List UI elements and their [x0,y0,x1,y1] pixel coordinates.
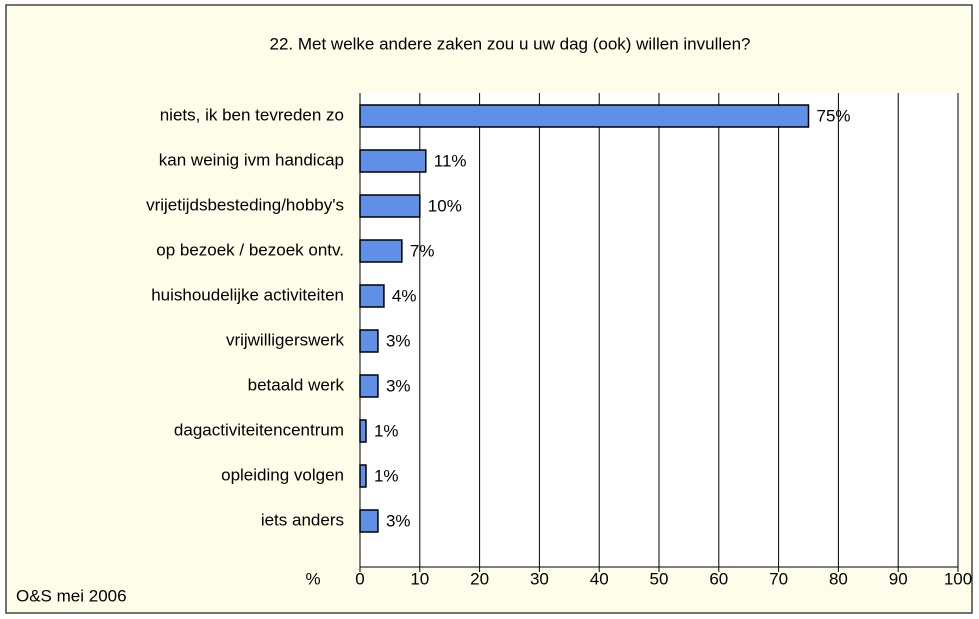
x-tick-label: 30 [530,569,549,588]
y-tick-label: vrijwilligerswerk [226,330,345,349]
y-tick-label: op bezoek / bezoek ontv. [156,240,344,259]
y-tick-label: huishoudelijke activiteiten [151,285,344,304]
chart-title: 22. Met welke andere zaken zou u uw dag … [270,34,751,53]
data-label: 75% [817,106,851,125]
y-tick-label: niets, ik ben tevreden zo [160,105,344,124]
y-tick-label: vrijetijdsbesteding/hobby's [146,195,344,214]
data-label: 1% [374,421,399,440]
data-label: 4% [392,286,417,305]
x-tick-label: 70 [769,569,788,588]
y-tick-label: kan weinig ivm handicap [159,150,344,169]
source-note: O&S mei 2006 [16,586,127,605]
data-label: 10% [428,196,462,215]
bar [359,239,403,263]
data-label: 3% [386,331,411,350]
x-tick-label: 20 [470,569,489,588]
bar [359,104,810,128]
x-tick-label: 40 [590,569,609,588]
x-tick-label: 50 [650,569,669,588]
x-tick-label: 10 [410,569,429,588]
bar [359,284,385,308]
x-tick-label: 90 [889,569,908,588]
y-tick-label: dagactiviteitencentrum [174,420,344,439]
data-label: 7% [410,241,435,260]
x-tick-label: 0 [355,569,364,588]
y-tick-label: opleiding volgen [221,465,344,484]
bar [359,509,379,533]
bar [359,149,427,173]
y-tick-label: iets anders [261,510,344,529]
data-label: 11% [434,151,467,170]
bar [359,464,367,488]
x-tick-label: 60 [709,569,728,588]
bar [359,419,367,443]
y-tick-label: betaald werk [248,375,345,394]
x-tick-label: 80 [829,569,848,588]
x-tick-label: 100 [944,569,972,588]
bar [359,374,379,398]
data-label: 3% [386,511,411,530]
data-label: 3% [386,376,411,395]
bar [359,329,379,353]
data-label: 1% [374,466,399,485]
bar [359,194,421,218]
x-axis-label: % [305,569,320,588]
